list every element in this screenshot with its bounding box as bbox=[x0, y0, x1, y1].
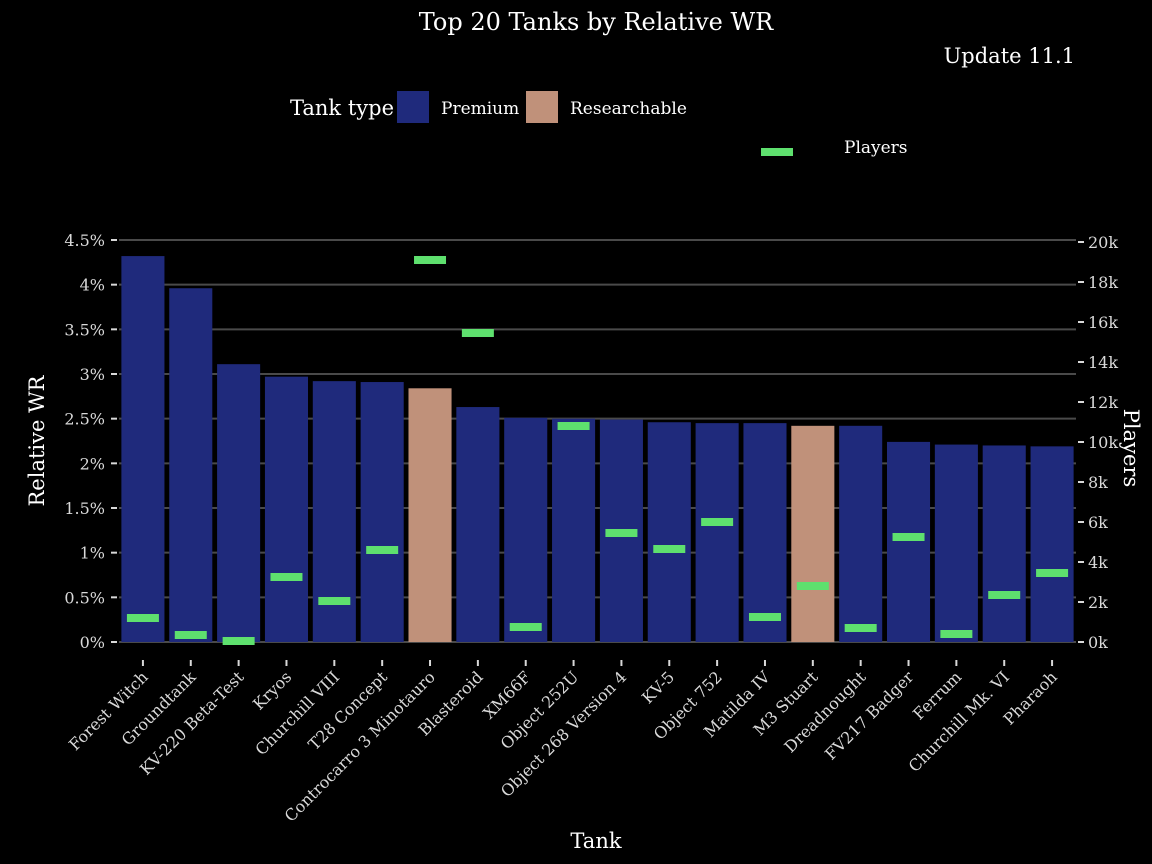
player-marker bbox=[509, 623, 542, 631]
y-tick-label: 0.5% bbox=[64, 588, 105, 607]
y-tick-label: 4.5% bbox=[64, 231, 105, 250]
bar bbox=[360, 382, 404, 642]
bar bbox=[504, 417, 548, 642]
x-tick-label: FV217 Badger bbox=[821, 667, 918, 764]
y-tick-label: 1% bbox=[80, 544, 105, 563]
bar bbox=[839, 425, 883, 642]
bar bbox=[169, 288, 213, 642]
bar bbox=[886, 441, 931, 642]
legend: Tank type Premium Researchable Players bbox=[290, 91, 908, 158]
bar bbox=[934, 444, 978, 642]
legend-swatch-players bbox=[761, 148, 793, 156]
bar bbox=[982, 445, 1026, 642]
y2-tick-label: 0k bbox=[1088, 633, 1108, 652]
player-marker bbox=[844, 624, 877, 632]
player-marker bbox=[605, 529, 638, 537]
player-marker bbox=[366, 546, 399, 554]
player-marker bbox=[748, 613, 781, 621]
legend-title: Tank type bbox=[290, 96, 394, 120]
bar bbox=[695, 423, 739, 642]
y-tick-label: 3.5% bbox=[64, 320, 105, 339]
player-markers bbox=[126, 256, 1069, 645]
player-marker bbox=[126, 614, 159, 622]
player-marker bbox=[940, 630, 973, 638]
player-marker bbox=[892, 533, 925, 541]
bar bbox=[1030, 446, 1074, 642]
y2-tick-label: 18k bbox=[1088, 273, 1118, 292]
y-axis-title: Relative WR bbox=[25, 374, 49, 506]
y-axis-ticks: 0% 0.5% 1% 1.5% 2% 2.5% 3% 3.5% 4% 4.5% bbox=[64, 231, 117, 652]
chart-subtitle: Update 11.1 bbox=[944, 44, 1075, 68]
y-tick-label: 1.5% bbox=[64, 499, 105, 518]
legend-swatch-premium bbox=[397, 91, 429, 123]
y2-tick-label: 12k bbox=[1088, 393, 1118, 412]
bar bbox=[121, 256, 165, 642]
bar bbox=[552, 418, 596, 642]
legend-label-researchable: Researchable bbox=[570, 99, 687, 119]
bar bbox=[791, 425, 835, 642]
player-marker bbox=[414, 256, 447, 264]
player-marker bbox=[461, 329, 494, 337]
player-marker bbox=[653, 545, 686, 553]
legend-label-premium: Premium bbox=[441, 99, 519, 119]
player-marker bbox=[1036, 569, 1069, 577]
player-marker bbox=[222, 637, 255, 645]
player-marker bbox=[557, 422, 590, 430]
y2-tick-label: 10k bbox=[1088, 433, 1118, 452]
y-tick-label: 3% bbox=[80, 365, 105, 384]
y-tick-label: 0% bbox=[80, 633, 105, 652]
x-tick-label: KV-5 bbox=[638, 667, 678, 707]
y-tick-label: 4% bbox=[80, 276, 105, 295]
legend-swatch-researchable bbox=[526, 91, 558, 123]
player-marker bbox=[988, 591, 1021, 599]
y2-tick-label: 20k bbox=[1088, 233, 1118, 252]
bar bbox=[743, 423, 787, 642]
bar bbox=[408, 388, 452, 642]
y-tick-label: 2% bbox=[80, 454, 105, 473]
y2-tick-label: 16k bbox=[1088, 313, 1118, 332]
bar bbox=[647, 422, 691, 642]
bar bbox=[264, 376, 309, 642]
y2-tick-label: 8k bbox=[1088, 473, 1108, 492]
player-marker bbox=[270, 573, 303, 581]
y2-tick-label: 2k bbox=[1088, 593, 1108, 612]
player-marker bbox=[701, 518, 734, 526]
player-marker bbox=[796, 582, 829, 590]
y2-tick-label: 4k bbox=[1088, 553, 1108, 572]
y-tick-label: 2.5% bbox=[64, 410, 105, 429]
bars bbox=[121, 256, 1074, 642]
chart-title: Top 20 Tanks by Relative WR bbox=[419, 8, 774, 36]
player-marker bbox=[318, 597, 351, 605]
y2-axis-title: Players bbox=[1119, 409, 1143, 487]
x-axis-title: Tank bbox=[570, 829, 621, 853]
legend-label-players: Players bbox=[844, 138, 908, 158]
player-marker bbox=[174, 631, 207, 639]
grid-lines bbox=[119, 239, 1076, 643]
y2-tick-label: 14k bbox=[1088, 353, 1118, 372]
y2-tick-label: 6k bbox=[1088, 513, 1108, 532]
bar bbox=[217, 364, 261, 642]
x-tick-label: Kryos bbox=[249, 667, 295, 713]
y2-axis-ticks: 0k 2k 4k 6k 8k 10k 12k 14k 16k 18k 20k bbox=[1078, 233, 1118, 652]
bar bbox=[456, 407, 500, 642]
x-tick-label: Churchill VIII bbox=[251, 667, 343, 759]
